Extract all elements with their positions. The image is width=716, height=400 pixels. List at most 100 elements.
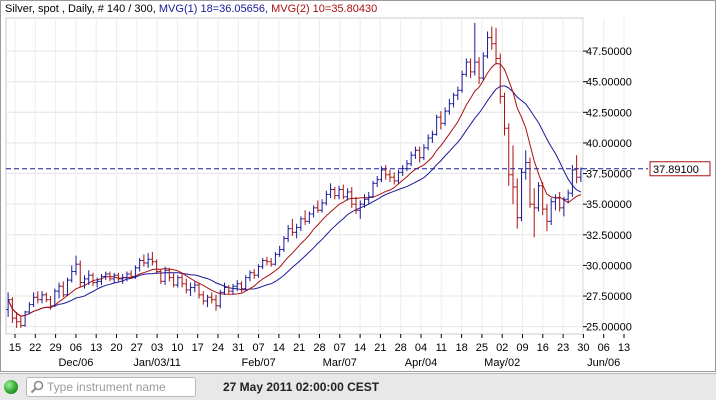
ohlc-bar <box>370 180 375 199</box>
datetime-display: 27 May 2011 02:00:00 CEST <box>223 380 380 394</box>
y-tick-label: 30.00000 <box>586 260 632 272</box>
ohlc-bar <box>201 291 206 305</box>
ohlc-bar <box>192 281 197 293</box>
x-tick-label: 27 <box>131 342 143 354</box>
x-tick-label: 28 <box>395 342 407 354</box>
instrument-label: Silver, spot , Daily, # 140 / 300, <box>5 3 156 15</box>
ohlc-bar <box>383 164 388 180</box>
ohlc-bar <box>171 272 176 288</box>
x-month-label: May/02 <box>484 357 520 369</box>
x-tick-label: 14 <box>354 342 366 354</box>
ohlc-bar <box>324 190 329 206</box>
x-tick-label: 21 <box>374 342 386 354</box>
ohlc-bar <box>150 251 155 266</box>
ohlc-bar <box>430 130 435 143</box>
x-month-label: Jan/03/11 <box>133 357 181 369</box>
ohlc-bar <box>48 296 53 310</box>
ohlc-bar <box>35 291 40 304</box>
x-tick-label: 13 <box>90 342 102 354</box>
ohlc-bar <box>23 310 28 327</box>
ohlc-bar <box>86 270 91 286</box>
ohlc-bar <box>494 27 499 65</box>
x-tick-label: 21 <box>293 342 305 354</box>
ohlc-bar <box>409 151 414 167</box>
ohlc-bar <box>451 92 456 108</box>
ohlc-bar <box>413 146 418 159</box>
ohlc-bar <box>112 272 117 283</box>
ohlc-bar <box>290 218 295 237</box>
ohlc-bar <box>320 199 325 213</box>
y-tick-label: 27.50000 <box>586 291 632 303</box>
x-tick-label: 22 <box>29 342 41 354</box>
mvg2-line <box>7 62 582 317</box>
ohlc-bar <box>209 292 214 304</box>
ohlc-bar <box>472 22 477 76</box>
x-tick-label: 23 <box>557 342 569 354</box>
y-tick-label: 40.00000 <box>586 138 632 150</box>
ohlc-bar <box>417 146 422 163</box>
ohlc-bar <box>498 53 503 104</box>
y-tick-label: 35.00000 <box>586 199 632 211</box>
ohlc-bar <box>515 178 520 229</box>
ohlc-bar <box>277 245 282 257</box>
ohlc-bar <box>349 187 354 208</box>
ohlc-bar <box>230 283 235 295</box>
ohlc-bar <box>434 114 439 136</box>
x-tick-label: 02 <box>496 342 508 354</box>
y-axis: 25.00000 27.50000 30.00000 32.50000 35.00000… <box>583 46 632 334</box>
x-tick-label: 14 <box>273 342 285 354</box>
ohlc-bar <box>247 270 252 282</box>
ohlc-bar <box>205 294 210 308</box>
ohlc-bar <box>107 271 112 282</box>
ohlc-bar <box>485 31 490 59</box>
ohlc-bar <box>438 111 443 130</box>
ohlc-bar <box>252 269 257 279</box>
ohlc-bar <box>502 92 507 136</box>
ohlc-bar <box>6 292 11 317</box>
ohlc-bar <box>523 150 528 180</box>
ohlc-bar <box>358 200 363 219</box>
ohlc-bar <box>426 134 431 151</box>
ohlc-bar <box>31 292 36 308</box>
ohlc-bar <box>65 277 70 297</box>
ohlc-bar <box>375 176 380 188</box>
ohlc-bar <box>188 282 193 297</box>
ohlc-bar <box>421 144 426 161</box>
ohlc-bar <box>481 52 486 81</box>
x-tick-label: 10 <box>171 342 183 354</box>
search-icon <box>30 380 44 394</box>
instrument-search[interactable] <box>26 377 196 397</box>
ohlc-bar <box>341 184 346 200</box>
ohlc-bar <box>489 26 494 50</box>
instrument-search-input[interactable] <box>47 379 193 395</box>
x-tick-label: 11 <box>436 342 447 354</box>
y-tick-label: 45.00000 <box>586 77 632 89</box>
ohlc-bar <box>345 188 350 201</box>
ohlc-bar <box>443 107 448 126</box>
ohlc-bar <box>328 183 333 199</box>
ohlc-bar <box>14 311 19 328</box>
ohlc-bar <box>553 194 558 211</box>
ohlc-bar <box>396 169 401 184</box>
ohlc-bar <box>392 172 397 185</box>
ohlc-bar <box>197 282 202 299</box>
ohlc-bar <box>218 289 223 309</box>
ohlc-bar <box>154 259 159 274</box>
price-chart: 25.00000 27.50000 30.00000 32.50000 35.00000… <box>0 0 716 372</box>
ohlc-bar <box>400 164 405 176</box>
ohlc-bar <box>52 288 57 308</box>
ohlc-bar <box>260 258 265 270</box>
ohlc-bar <box>124 271 129 282</box>
ohlc-bar <box>120 273 125 284</box>
ohlc-bar <box>141 254 146 267</box>
ohlc-bar <box>460 70 465 93</box>
x-tick-label: 31 <box>232 342 244 354</box>
ohlc-bar <box>57 282 62 299</box>
ohlc-bar <box>303 210 308 225</box>
ohlc-bar <box>78 260 83 288</box>
ohlc-bar <box>239 281 244 293</box>
ohlc-bar <box>540 182 545 216</box>
y-tick-label: 25.00000 <box>586 322 632 334</box>
x-tick-label: 07 <box>334 342 346 354</box>
x-tick-label: 29 <box>49 342 61 354</box>
